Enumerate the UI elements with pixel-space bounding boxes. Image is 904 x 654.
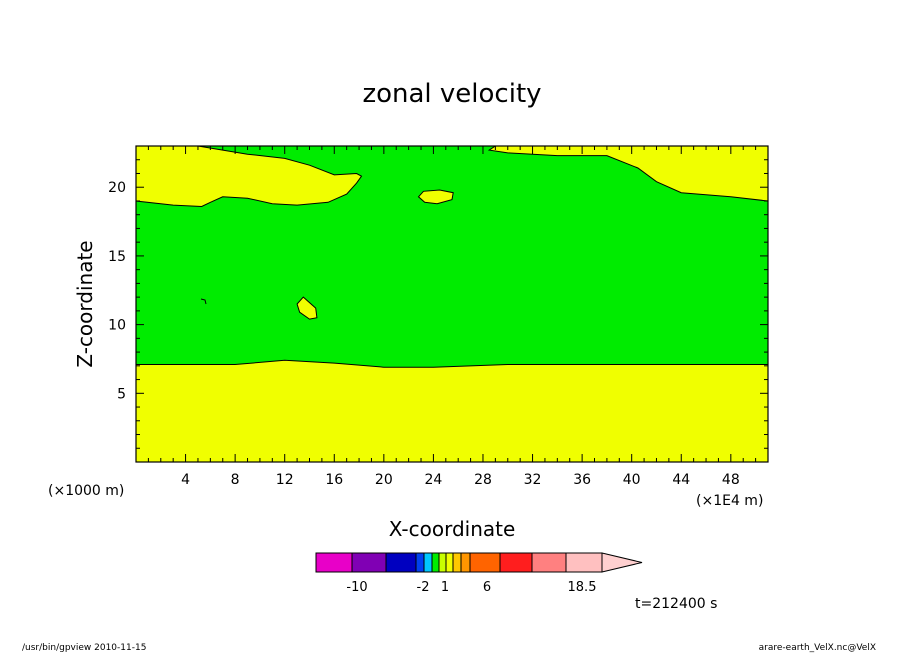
x-tick-label: 8 [231,472,240,488]
small-contour-loop [200,298,207,305]
colorbar-segment [315,552,353,573]
colorbar-segment [469,552,501,573]
x-tick-label: 24 [424,472,442,488]
colorbar-segment [431,552,440,573]
colorbar-label: 1 [441,580,449,595]
time-annotation: t=212400 s [635,596,717,612]
colorbar-labels: -10 -2 1 6 18.5 [346,580,596,595]
y-tick-label: 15 [108,249,126,265]
x-tick-label: 4 [181,472,190,488]
colorbar-label: 6 [483,580,491,595]
contour-yellow-blob-13 [296,296,318,320]
colorbar-segment [445,552,454,573]
colorbar-segment [452,552,462,573]
y-tick-label: 20 [108,180,126,196]
x-tick-label: 32 [524,472,542,488]
colorbar-segment [385,552,417,573]
footer-right: arare-earth_VelX.nc@VelX [759,643,876,653]
y-tick-label: 10 [108,318,126,334]
axis-ticks [136,146,768,462]
colorbar-segment [460,552,471,573]
colorbar-label: -2 [417,580,430,595]
colorbar-segment [438,552,447,573]
x-tick-label: 48 [722,472,740,488]
x-axis-label: X-coordinate [389,517,516,541]
plot-frame [135,145,769,463]
colorbar-segment [351,552,387,573]
y-tick-label: 5 [117,386,126,402]
y-axis-unit: (×1000 m) [48,483,124,499]
colorbar-segment [415,552,425,573]
colorbar-segment [531,552,567,573]
chart-title: zonal velocity [362,79,541,109]
colorbar-segment [565,552,603,573]
colorbar [315,552,643,573]
colorbar-label: 18.5 [568,580,597,595]
x-tick-label: 12 [276,472,294,488]
plot-area [135,145,769,463]
x-tick-label: 20 [375,472,393,488]
x-axis-unit: (×1E4 m) [696,493,763,509]
region-yellow-lower [136,360,768,462]
x-tick-label: 16 [325,472,343,488]
colorbar-segment [423,552,433,573]
colorbar-label: -10 [346,580,367,595]
region-yellow-blob-24 [418,190,454,204]
x-tick-label: 36 [573,472,591,488]
x-tick-label: 40 [623,472,641,488]
contour-yellow-blob-24 [417,189,454,205]
footer-left: /usr/bin/gpview 2010-11-15 [22,643,146,653]
colorbar-segment [499,552,533,573]
x-tick-label: 44 [672,472,690,488]
y-axis-label: Z-coordinate [73,240,97,367]
x-tick-label: 28 [474,472,492,488]
colorbar-arrow [601,552,643,573]
contour-yellow-upper [135,145,769,208]
